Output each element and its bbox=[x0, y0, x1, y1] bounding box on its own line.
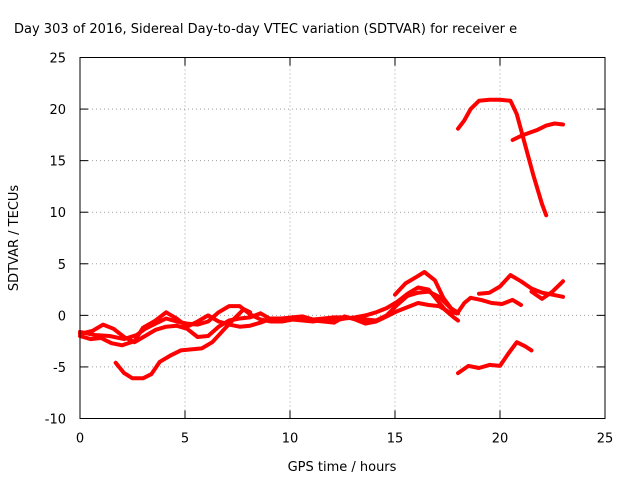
x-tick-label: 0 bbox=[76, 432, 84, 447]
x-axis-label: GPS time / hours bbox=[288, 460, 397, 475]
series-line-11 bbox=[510, 121, 565, 142]
series-line-6 bbox=[456, 295, 523, 315]
y-tick-label: 5 bbox=[58, 258, 66, 273]
tick-labels: 0 5 10 15 20 25 -10 -5 0 5 10 15 20 25 bbox=[45, 52, 614, 447]
y-tick-label: -5 bbox=[53, 361, 66, 376]
x-tick-label: 25 bbox=[597, 432, 614, 447]
x-tick-label: 20 bbox=[492, 432, 509, 447]
series-line-1 bbox=[78, 285, 460, 342]
y-tick-label: 0 bbox=[58, 309, 66, 324]
series-line-5 bbox=[393, 270, 460, 315]
y-tick-label: 20 bbox=[49, 103, 66, 118]
series-line-8 bbox=[529, 279, 565, 301]
plot-frame bbox=[79, 57, 606, 419]
y-axis-label: SDTVAR / TECUs bbox=[7, 185, 22, 292]
y-tick-label: 15 bbox=[49, 155, 66, 170]
series-line-3 bbox=[78, 301, 460, 345]
y-tick-label: 25 bbox=[49, 52, 66, 67]
series-line-4 bbox=[113, 307, 253, 381]
series-line-9 bbox=[456, 340, 534, 376]
x-tick-label: 10 bbox=[282, 432, 299, 447]
grid bbox=[80, 57, 605, 419]
x-tick-label: 15 bbox=[387, 432, 404, 447]
x-tick-label: 5 bbox=[181, 432, 189, 447]
chart-title: Day 303 of 2016, Sidereal Day-to-day VTE… bbox=[14, 22, 517, 37]
ticks bbox=[79, 57, 606, 419]
series-line-10 bbox=[456, 97, 549, 218]
y-tick-label: -10 bbox=[45, 413, 66, 428]
series-group bbox=[78, 97, 565, 381]
y-tick-label: 10 bbox=[49, 206, 66, 221]
